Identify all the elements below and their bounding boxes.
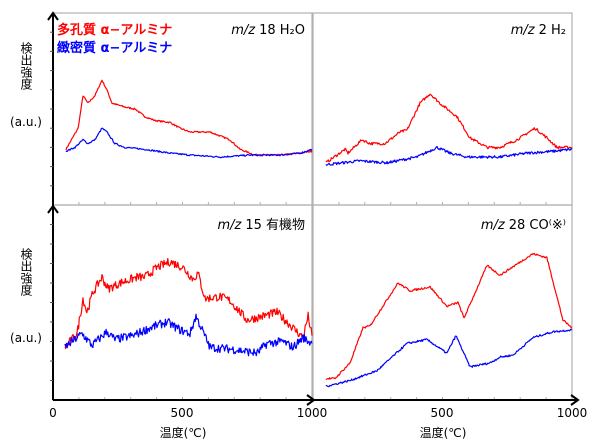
legend-dense: 緻密質 α−アルミナ — [57, 40, 172, 56]
series-line-porous-bottom-right — [325, 252, 573, 381]
xtick-1000-right: 1000 — [557, 406, 588, 420]
panel-title-m2: m/z 2 H₂ — [511, 23, 566, 38]
x-axis-arrow — [570, 394, 580, 406]
panel-frame-bottom-left — [52, 204, 313, 401]
series-line-porous-top-right — [325, 93, 573, 163]
ylabel-top: 検出強度 — [19, 42, 33, 90]
series-line-dense-bottom-right — [325, 328, 573, 388]
panel-title-m28: m/z 28 CO⁽※⁾ — [481, 218, 566, 233]
xtick-500-right: 500 — [431, 406, 454, 420]
panel-title-m15: m/z 15 有機物 — [217, 218, 305, 233]
series-line-dense-top-left — [65, 127, 313, 159]
xlabel-left: 温度(℃) — [160, 425, 207, 440]
x-axis-arrow — [306, 394, 316, 406]
xlabel-right: 温度(℃) — [420, 425, 467, 440]
y-axis-arrow — [47, 11, 59, 21]
xtick-500-left: 500 — [171, 406, 194, 420]
ylabel-unit-top: (a.u.) — [10, 115, 42, 129]
xtick-0: 0 — [49, 406, 57, 420]
y-axis-arrow — [47, 204, 59, 214]
panel-frame-top-right — [312, 12, 573, 206]
series-line-dense-bottom-left — [64, 313, 313, 357]
legend-porous: 多孔質 α−アルミナ — [57, 22, 172, 38]
xtick-1000-left: 1000 — [297, 406, 328, 420]
series-line-porous-top-left — [65, 79, 313, 157]
ylabel-unit-bottom: (a.u.) — [10, 331, 42, 345]
series-line-porous-bottom-left — [64, 257, 313, 350]
series-line-dense-top-right — [325, 145, 573, 166]
panel-title-m18: m/z 18 H₂O — [231, 23, 305, 38]
ylabel-bottom: 検出強度 — [19, 248, 33, 296]
